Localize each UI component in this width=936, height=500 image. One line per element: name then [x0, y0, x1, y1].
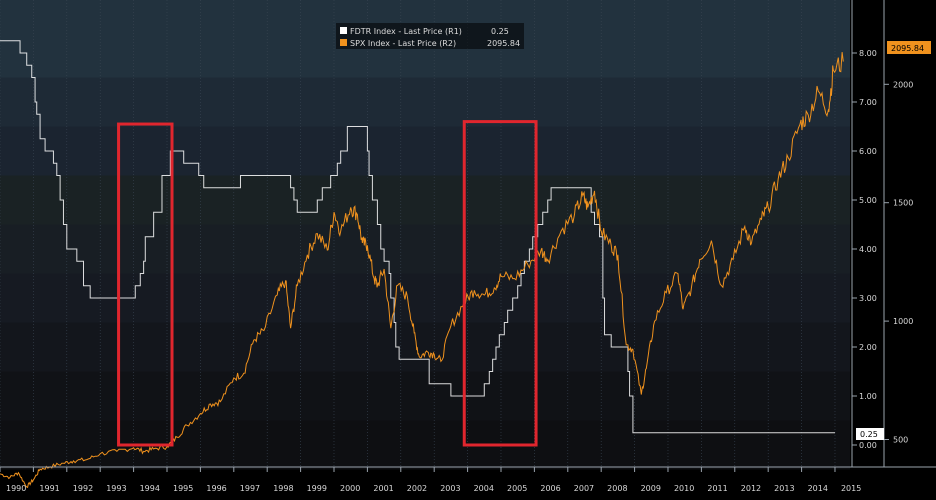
plot-background	[0, 0, 850, 470]
annotation-layer	[117, 120, 538, 447]
spx-last-value-badge	[887, 41, 931, 54]
spx-last-value-label: 2095.84	[891, 44, 924, 53]
legend-swatch-spx	[340, 39, 347, 46]
x-tick-label: 1997	[240, 484, 260, 493]
background-band	[0, 126, 850, 176]
rate-tick-label: 1.00	[859, 392, 877, 401]
x-tick-label: 2012	[741, 484, 761, 493]
highlight-box-2	[462, 120, 538, 447]
rate-tick-label: 4.00	[859, 245, 877, 254]
x-tick-label: 1996	[206, 484, 226, 493]
background-band	[0, 322, 850, 372]
background-band	[0, 224, 850, 274]
legend-label-spx: SPX Index - Last Price (R2)	[350, 39, 456, 48]
highlight-box-1	[117, 122, 174, 447]
background-band	[0, 77, 850, 127]
rate-tick-label: 8.00	[859, 49, 877, 58]
x-tick-label: 1995	[173, 484, 193, 493]
fdtr-last-value-label: 0.25	[860, 430, 878, 439]
spx-tick-label: 1500	[893, 199, 913, 208]
legend-label-fdtr: FDTR Index - Last Price (R1)	[350, 27, 462, 36]
x-tick-label: 2001	[373, 484, 393, 493]
fdtr-last-value-badge	[856, 428, 884, 440]
spx-tick-label: 500	[893, 436, 908, 445]
x-tick-label: 2002	[407, 484, 427, 493]
x-tick-label: 2006	[540, 484, 560, 493]
legend-swatch-fdtr	[340, 27, 347, 34]
legend-value-fdtr: 0.25	[491, 27, 509, 36]
rate-tick-label: 0.00	[859, 441, 877, 450]
x-tick-label: 2009	[641, 484, 661, 493]
background-band	[0, 371, 850, 421]
last-value-labels: 2095.84 0.25	[856, 41, 931, 440]
rate-tick-label: 2.00	[859, 343, 877, 352]
x-tick-label: 2014	[808, 484, 828, 493]
x-tick-label: 1998	[273, 484, 293, 493]
x-tick-label: 1999	[307, 484, 327, 493]
spx-tick-label: 2000	[893, 80, 913, 89]
x-tick-label: 1993	[106, 484, 126, 493]
rate-tick-label: 5.00	[859, 196, 877, 205]
x-tick-label: 2011	[707, 484, 727, 493]
legend: FDTR Index - Last Price (R1) 0.25 SPX In…	[336, 23, 524, 49]
x-tick-label: 2007	[574, 484, 594, 493]
rate-tick-label: 6.00	[859, 147, 877, 156]
legend-value-spx: 2095.84	[487, 39, 520, 48]
x-tick-label: 1991	[39, 484, 59, 493]
legend-background	[336, 23, 524, 49]
rate-tick-label: 7.00	[859, 98, 877, 107]
rate-tick-label: 3.00	[859, 294, 877, 303]
x-tick-label: 2003	[440, 484, 460, 493]
x-tick-label: 2010	[674, 484, 694, 493]
spx-tick-label: 1000	[893, 317, 913, 326]
x-tick-label: 1990	[6, 484, 26, 493]
x-tick-label: 2004	[474, 484, 494, 493]
x-tick-label: 2005	[507, 484, 527, 493]
x-tick-label: 1994	[140, 484, 160, 493]
x-tick-label: 2008	[607, 484, 627, 493]
background-band	[0, 273, 850, 323]
fdtr-line	[0, 40, 835, 434]
background-band	[0, 175, 850, 225]
x-tick-label: 2013	[774, 484, 794, 493]
x-tick-label: 1992	[73, 484, 93, 493]
x-tick-label: 2015	[841, 484, 861, 493]
x-tick-label: 2000	[340, 484, 360, 493]
